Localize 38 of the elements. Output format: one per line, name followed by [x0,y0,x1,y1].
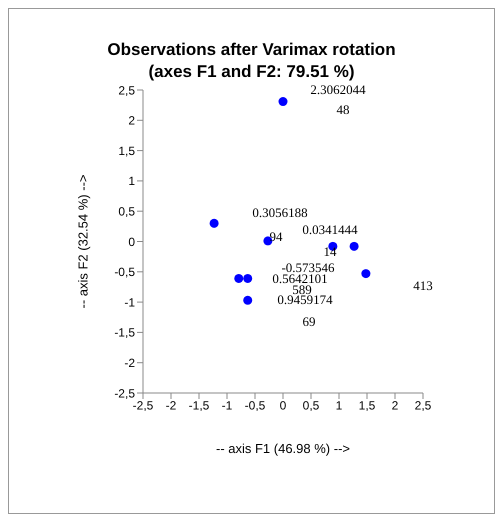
y-tick-label: 1,5 [118,144,136,158]
annotation: 69 [302,314,316,330]
x-tick-label: 0 [280,398,287,413]
annotation: 0.0341444 [302,222,358,238]
annotation: 94 [270,229,282,245]
y-tick-label: -2 [124,356,136,370]
point [234,274,244,283]
y-tick-label: -0,5 [114,265,136,280]
x-tick-label: -1 [222,398,233,413]
annotation: 413 [413,278,433,294]
y-tick-label: -1,5 [114,326,136,340]
y-tick-label: -1 [124,295,136,310]
x-tick-label: 1,5 [358,398,376,413]
annotation: 48 [336,102,350,118]
y-tick-label: 0 [128,234,136,249]
y-tick-label: 1 [128,174,136,188]
x-axis-title: -- axis F1 (46.98 %) --> [216,441,350,456]
y-tick-label: 0,5 [118,204,136,218]
y-tick-label: -2,5 [114,386,136,400]
x-tick-label: 0,5 [302,398,320,413]
annotation: 2.3062044 [310,82,366,98]
y-tick-label: 2 [128,114,136,128]
y-axis-title: -- axis F2 (32.54 %) --> [76,174,91,309]
point [210,218,219,228]
chart-title: Observations after Varimax rotation (axes F1 and F2: 79.51 %) [106,39,397,83]
point [278,97,288,106]
x-tick-label: 2 [392,398,399,413]
x-tick-label: -2 [166,398,177,413]
annotation: 0.3056188 [252,205,308,221]
point [361,269,370,278]
point [350,242,359,251]
point [243,296,252,305]
x-tick-label: -0,5 [244,398,266,413]
point [243,274,252,283]
y-tick-label: 2,5 [118,83,136,98]
x-tick-label: -1,5 [188,398,210,413]
x-tick-label: 1 [336,398,343,413]
x-tick-label: 2,5 [414,398,432,413]
